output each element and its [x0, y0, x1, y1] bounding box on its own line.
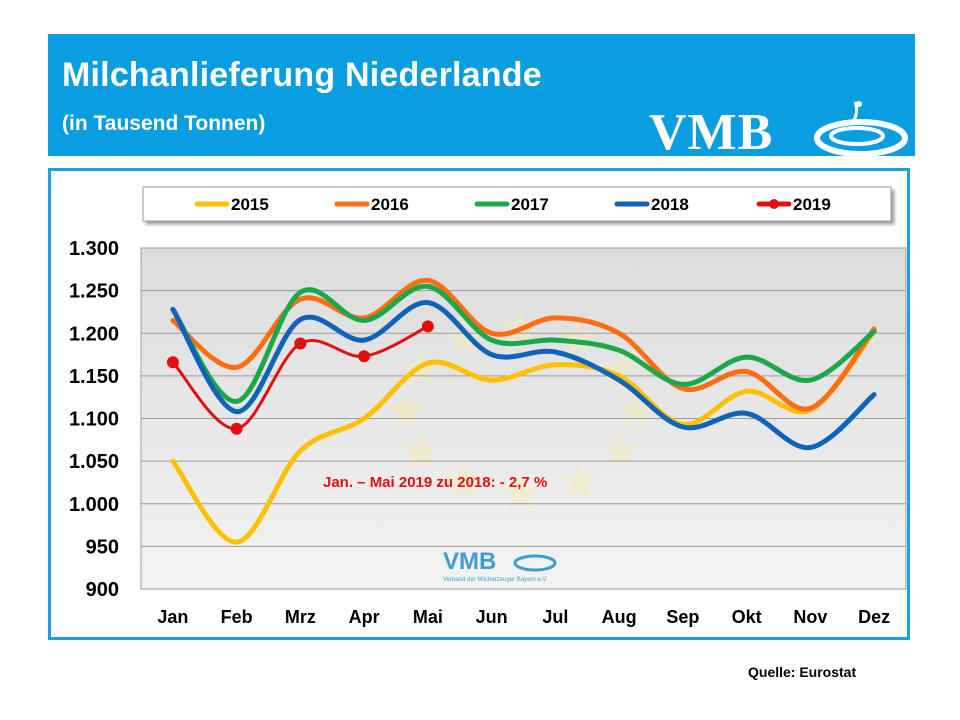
y-tick-label: 1.300 [69, 238, 119, 260]
legend-label-2016: 2016 [371, 195, 409, 214]
star-icon [601, 432, 640, 469]
series-lines [170, 277, 877, 545]
star-icon [444, 319, 483, 356]
star-icon [402, 432, 441, 469]
x-tick-label: Nov [793, 607, 827, 627]
y-tick-label: 1.100 [69, 409, 119, 431]
legend-marker-2019 [769, 199, 779, 209]
source-note: Quelle: Eurostat [748, 664, 857, 680]
y-tick-label: 1.050 [69, 451, 119, 473]
x-tick-label: Feb [221, 607, 253, 627]
x-tick-label: Aug [602, 607, 637, 627]
series-line-2017 [170, 283, 877, 404]
star-icon [617, 391, 655, 428]
star-icon [387, 391, 425, 428]
legend: 2015 2016 2017 2018 2019 [194, 195, 831, 214]
star-icon [601, 349, 640, 386]
y-tick-label: 900 [86, 579, 119, 601]
y-tick-label: 1.200 [69, 323, 119, 345]
series-markers [166, 320, 434, 435]
watermark-swirl-icon [513, 554, 557, 572]
x-tick-label: Jun [476, 607, 508, 627]
y-tick-label: 1.250 [69, 281, 119, 303]
star-icon [444, 462, 483, 499]
x-tick-label: Sep [666, 607, 699, 627]
x-tick-label: Apr [349, 607, 380, 627]
x-tick-label: Dez [858, 607, 890, 627]
legend-label-2018: 2018 [651, 195, 689, 214]
y-axis-labels: 900 950 1.000 1.050 1.100 1.150 1.200 1.250 1.30… [69, 238, 119, 601]
star-icon [559, 462, 598, 499]
x-axis-labels: Jan Feb Mrz Apr Mai Jun Jul Aug Sep Okt Nov Dez [157, 607, 890, 627]
legend-label-2019: 2019 [793, 195, 831, 214]
x-tick-label: Mai [413, 607, 443, 627]
watermark-caption: Verband der Milcherzeuger Bayern e.V. [443, 577, 548, 583]
data-point-2019 [294, 337, 307, 350]
chart-annotation: Jan. – Mai 2019 zu 2018: - 2,7 % [323, 474, 547, 491]
x-tick-label: Jul [542, 607, 568, 627]
vmb-logo-text: VMB [649, 104, 774, 161]
y-tick-label: 950 [86, 536, 119, 558]
legend-label-2015: 2015 [231, 195, 269, 214]
watermark-logo: VMB Verband der Milcherzeuger Bayern e.V… [443, 548, 557, 583]
milk-delivery-chart: 900 950 1.000 1.050 1.100 1.150 1.200 1.250 1.30… [69, 186, 907, 627]
page-subtitle: (in Tausend Tonnen) [62, 112, 266, 135]
series-line-2018 [170, 300, 877, 451]
data-point-2019 [166, 356, 179, 369]
series-line-2015 [170, 329, 877, 545]
watermark-logo-text: VMB [443, 548, 496, 575]
vmb-swirl-icon [814, 101, 908, 156]
data-point-2019 [230, 422, 243, 435]
header-banner: Milchanlieferung Niederlande (in Tausend… [48, 34, 915, 161]
legend-label-2017: 2017 [511, 195, 549, 214]
x-tick-label: Mrz [285, 607, 316, 627]
star-icon [502, 473, 540, 510]
star-icon [559, 319, 598, 356]
grid-lines [141, 247, 906, 590]
page-title: Milchanlieferung Niederlande [62, 56, 542, 94]
x-tick-label: Jan [157, 607, 188, 627]
y-tick-label: 1.150 [69, 366, 119, 388]
series-line-2019 [171, 324, 430, 431]
data-point-2019 [358, 350, 371, 363]
y-tick-label: 1.000 [69, 494, 119, 516]
chart-frame: 900 950 1.000 1.050 1.100 1.150 1.200 1.250 1.30… [48, 168, 910, 640]
data-point-2019 [421, 320, 434, 333]
vmb-logo: VMB [649, 98, 909, 161]
x-tick-label: Okt [732, 607, 762, 627]
